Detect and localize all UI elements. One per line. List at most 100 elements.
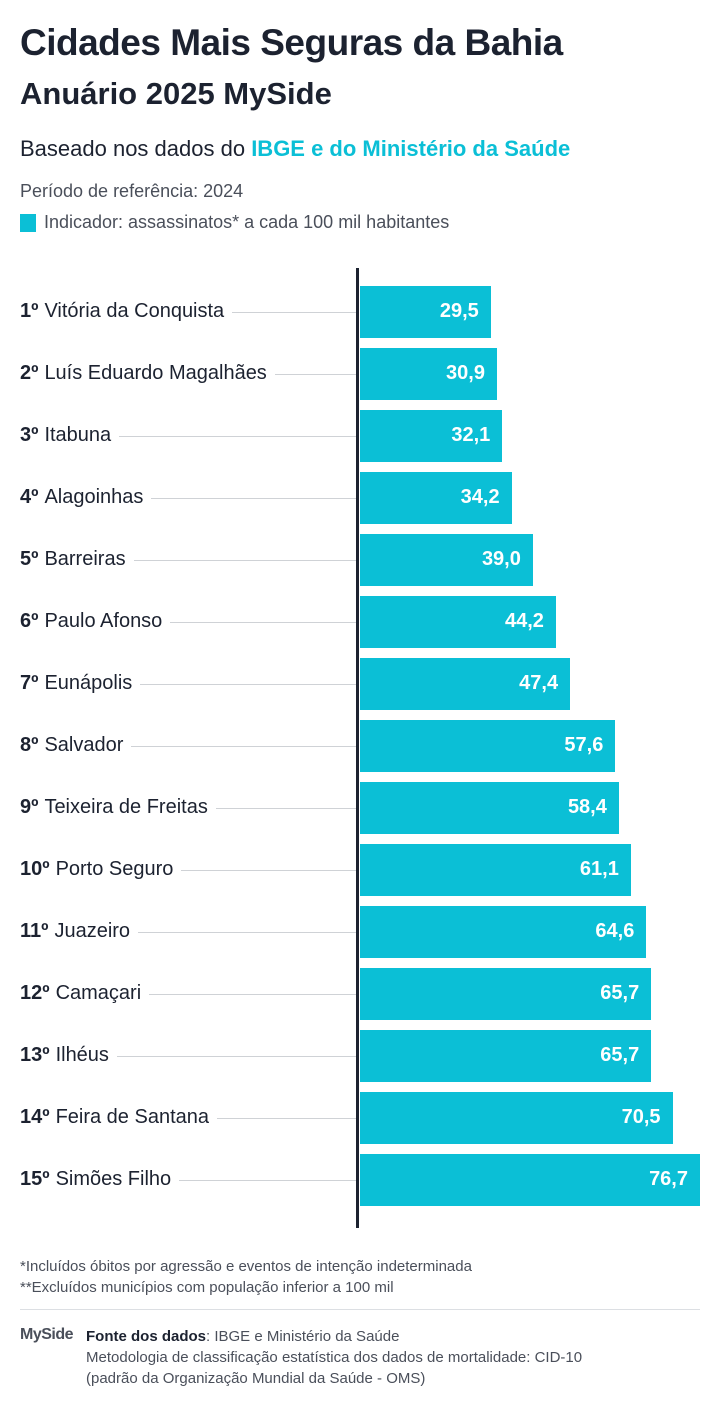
data-label: 57,6 bbox=[564, 734, 604, 756]
rank-label: 15º bbox=[20, 1168, 50, 1190]
bar: 64,6 bbox=[360, 906, 647, 958]
bar: 57,6 bbox=[360, 720, 616, 772]
data-label: 30,9 bbox=[446, 362, 485, 384]
category-label: 1º Vitória da Conquista bbox=[20, 300, 233, 323]
rank-label: 7º bbox=[20, 672, 39, 694]
methodology-line-2: (padrão da Organização Mundial da Saúde … bbox=[86, 1370, 426, 1387]
city-name: Eunápolis bbox=[44, 672, 133, 694]
bar-row: 14º Feira de Santana 70,5 bbox=[0, 1092, 720, 1144]
bar: 47,4 bbox=[360, 658, 571, 710]
category-label: 15º Simões Filho bbox=[20, 1168, 180, 1191]
city-name: Teixeira de Freitas bbox=[44, 796, 208, 818]
legend: Indicador: assassinatos* a cada 100 mil … bbox=[20, 212, 449, 233]
methodology-line-1: Metodologia de classificação estatística… bbox=[86, 1349, 583, 1366]
category-label: 6º Paulo Afonso bbox=[20, 610, 171, 633]
source-label: Fonte dos dados bbox=[86, 1328, 206, 1345]
category-label: 14º Feira de Santana bbox=[20, 1106, 217, 1129]
data-label: 65,7 bbox=[600, 982, 640, 1004]
bar-row: 4º Alagoinhas 34,2 bbox=[0, 472, 720, 524]
reference-period: Período de referência: 2024 bbox=[20, 181, 244, 201]
myside-logo: MySide bbox=[20, 1326, 74, 1343]
bar-row: 1º Vitória da Conquista 29,5 bbox=[0, 286, 720, 338]
city-name: Juazeiro bbox=[54, 920, 131, 942]
divider bbox=[20, 1309, 700, 1310]
city-name: Itabuna bbox=[44, 424, 112, 446]
rank-label: 4º bbox=[20, 486, 39, 508]
legend-label: Indicador: assassinatos* a cada 100 mil … bbox=[44, 212, 450, 232]
basis-highlight: IBGE e do Ministério da Saúde bbox=[251, 136, 571, 161]
leader-line bbox=[20, 684, 356, 685]
city-name: Paulo Afonso bbox=[44, 610, 163, 632]
rank-label: 14º bbox=[20, 1106, 50, 1128]
category-label: 12º Camaçari bbox=[20, 982, 150, 1005]
data-label: 29,5 bbox=[439, 300, 479, 322]
page-subtitle: Anuário 2025 MySide bbox=[20, 76, 332, 111]
category-label: 2º Luís Eduardo Magalhães bbox=[20, 362, 275, 385]
bar: 32,1 bbox=[360, 410, 503, 462]
rank-label: 11º bbox=[20, 920, 49, 942]
bar: 65,7 bbox=[360, 1030, 652, 1082]
rank-label: 3º bbox=[20, 424, 39, 446]
footnote-1: *Incluídos óbitos por agressão e eventos… bbox=[20, 1258, 472, 1275]
source-text: : IBGE e Ministério da Saúde bbox=[206, 1328, 400, 1345]
bar: 58,4 bbox=[360, 782, 619, 834]
category-label: 10º Porto Seguro bbox=[20, 858, 182, 881]
data-label: 64,6 bbox=[595, 920, 635, 942]
basis-prefix: Baseado nos dados do bbox=[20, 136, 252, 161]
source-block: Fonte dos dados: IBGE e Ministério da Sa… bbox=[86, 1326, 582, 1389]
rank-label: 12º bbox=[20, 982, 50, 1004]
footnotes: *Incluídos óbitos por agressão e eventos… bbox=[20, 1256, 472, 1298]
bar: 29,5 bbox=[360, 286, 491, 338]
data-label: 70,5 bbox=[621, 1106, 661, 1128]
rank-label: 8º bbox=[20, 734, 39, 756]
category-label: 5º Barreiras bbox=[20, 548, 134, 571]
footnote-2: **Excluídos municípios com população inf… bbox=[20, 1279, 394, 1296]
data-label: 34,2 bbox=[460, 486, 500, 508]
bar-row: 12º Camaçari 65,7 bbox=[0, 968, 720, 1020]
bar-row: 9º Teixeira de Freitas 58,4 bbox=[0, 782, 720, 834]
bar-row: 6º Paulo Afonso 44,2 bbox=[0, 596, 720, 648]
city-name: Luís Eduardo Magalhães bbox=[44, 362, 267, 384]
data-label: 58,4 bbox=[567, 796, 607, 818]
city-name: Barreiras bbox=[44, 548, 126, 570]
data-label: 65,7 bbox=[600, 1044, 640, 1066]
y-axis-line bbox=[356, 268, 359, 1228]
data-label: 76,7 bbox=[649, 1168, 688, 1190]
leader-line bbox=[20, 1180, 356, 1181]
city-name: Salvador bbox=[44, 734, 124, 756]
leader-line bbox=[20, 498, 356, 499]
data-label: 39,0 bbox=[481, 548, 521, 570]
bar: 70,5 bbox=[360, 1092, 673, 1144]
leader-line bbox=[20, 436, 356, 437]
category-label: 9º Teixeira de Freitas bbox=[20, 796, 216, 819]
bar: 34,2 bbox=[360, 472, 512, 524]
bar-row: 5º Barreiras 39,0 bbox=[0, 534, 720, 586]
bar: 44,2 bbox=[360, 596, 556, 648]
bar-row: 7º Eunápolis 47,4 bbox=[0, 658, 720, 710]
rank-label: 10º bbox=[20, 858, 50, 880]
leader-line bbox=[20, 994, 356, 995]
city-name: Alagoinhas bbox=[44, 486, 144, 508]
bar-row: 13º Ilhéus 65,7 bbox=[0, 1030, 720, 1082]
city-name: Simões Filho bbox=[55, 1168, 172, 1190]
bar: 61,1 bbox=[360, 844, 631, 896]
rank-label: 13º bbox=[20, 1044, 50, 1066]
bar: 65,7 bbox=[360, 968, 652, 1020]
data-label: 47,4 bbox=[519, 672, 559, 694]
city-name: Porto Seguro bbox=[55, 858, 174, 880]
bar: 76,7 bbox=[360, 1154, 700, 1206]
leader-line bbox=[20, 932, 356, 933]
category-label: 4º Alagoinhas bbox=[20, 486, 152, 509]
leader-line bbox=[20, 560, 356, 561]
bar-row: 10º Porto Seguro 61,1 bbox=[0, 844, 720, 896]
bar: 30,9 bbox=[360, 348, 497, 400]
category-label: 3º Itabuna bbox=[20, 424, 120, 447]
rank-label: 2º bbox=[20, 362, 39, 384]
rank-label: 1º bbox=[20, 300, 39, 322]
data-basis: Baseado nos dados do IBGE e do Ministéri… bbox=[20, 136, 570, 162]
category-label: 11º Juazeiro bbox=[20, 920, 139, 943]
rank-label: 6º bbox=[20, 610, 39, 632]
bar: 39,0 bbox=[360, 534, 533, 586]
data-label: 44,2 bbox=[504, 610, 544, 632]
